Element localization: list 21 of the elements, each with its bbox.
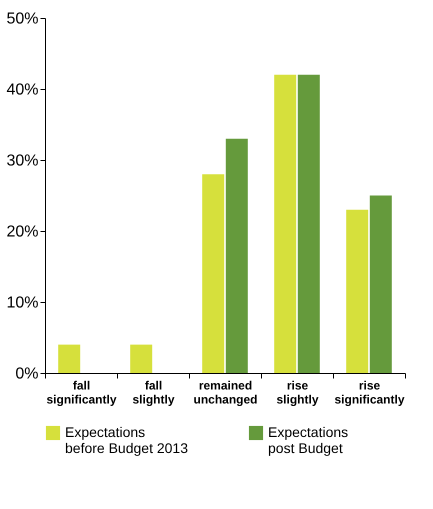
x-tick-label: remained unchanged (193, 378, 258, 406)
y-tick-label: 50% (6, 10, 38, 28)
bar (58, 344, 80, 373)
bar (130, 344, 152, 373)
bar (202, 174, 224, 373)
legend-label: Expectations before Budget 2013 (65, 424, 188, 456)
y-tick-label: 20% (6, 224, 38, 240)
x-tick-label: fall slightly (132, 378, 175, 406)
bar (370, 196, 392, 373)
y-tick-label: 0% (15, 366, 38, 382)
x-tick-label: rise slightly (276, 378, 319, 406)
y-tick-label: 40% (6, 82, 38, 98)
y-tick-label: 10% (6, 294, 38, 312)
y-tick-label: 30% (6, 152, 38, 170)
x-tick-label: rise significantly (334, 378, 405, 406)
legend-label: Expectations post Budget (268, 424, 348, 456)
x-tick-label: fall significantly (46, 378, 117, 406)
bar (274, 74, 296, 373)
bar (298, 74, 320, 373)
bar (346, 210, 368, 373)
bar (226, 138, 248, 373)
